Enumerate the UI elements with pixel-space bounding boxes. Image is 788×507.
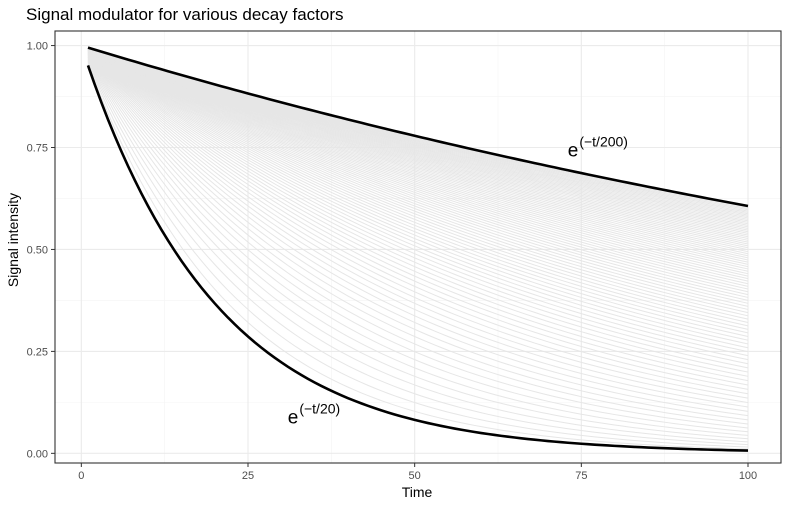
grid-minor: [55, 31, 781, 463]
decay-curve-tau-114: [87, 48, 749, 285]
decay-curve-tau-90: [87, 49, 749, 320]
decay-curve-tau-120: [87, 48, 749, 277]
decay-curve-tau-74: [87, 50, 749, 349]
decay-curve-tau-118: [87, 48, 749, 280]
decay-curve-tau-60: [87, 51, 749, 377]
decay-curve-tau-30: [87, 58, 749, 440]
decay-curve-tau-38: [87, 55, 749, 425]
decay-curve-tau-104: [87, 49, 749, 298]
decay-curve-tau-140: [87, 48, 749, 255]
chart-title: Signal modulator for various decay facto…: [26, 5, 344, 24]
decay-curve-tau-134: [87, 48, 749, 261]
decay-curve-tau-142: [87, 47, 749, 253]
decay-curve-tau-26: [87, 60, 749, 446]
decay-curve-tau-82: [87, 50, 749, 334]
decay-curve-tau-150: [87, 47, 749, 245]
decay-curve-tau-148: [87, 47, 749, 247]
y-tick-label: 1.00: [27, 41, 48, 53]
decay-curve-tau-152: [87, 47, 749, 243]
decay-curve-tau-64: [87, 51, 749, 369]
y-tick-label: 0.25: [27, 346, 48, 358]
decay-curve-tau-78: [87, 50, 749, 341]
decay-curve-tau-88: [87, 49, 749, 323]
y-tick-label: 0.50: [27, 244, 48, 256]
decay-curve-tau-108: [87, 48, 749, 293]
decay-curve-tau-128: [87, 48, 749, 268]
decay-curve-tau-86: [87, 49, 749, 327]
decay-curve-tau-102: [87, 49, 749, 301]
decay-curve-tau-144: [87, 47, 749, 251]
x-tick-label: 100: [739, 470, 757, 482]
decay-curve-tau-50: [87, 53, 749, 399]
decay-curve-tau-36: [87, 56, 749, 429]
decay-curve-tau-34: [87, 57, 749, 433]
decay-curve-tau-70: [87, 50, 749, 357]
decay-curve-tau-136: [87, 48, 749, 259]
decay-curve-tau-22: [87, 63, 749, 450]
panel-border: [54, 30, 782, 464]
highlight-curves: [86, 46, 749, 452]
decay-curve-tau-84: [87, 49, 749, 330]
decay-curve-tau-54: [87, 52, 749, 390]
decay-curve-tau-32: [87, 57, 749, 436]
decay-curve-tau-154: [87, 47, 749, 241]
annotation-exponent: (−t/200): [579, 134, 628, 150]
decay-curve-tau-72: [87, 50, 749, 353]
annotation-base: e: [288, 408, 299, 429]
x-tick-label: 25: [242, 470, 254, 482]
decay-curve-tau-46: [87, 54, 749, 408]
decay-curve-tau-132: [87, 48, 749, 263]
decay-curve-tau-98: [87, 49, 749, 307]
decay-curve-tau-96: [87, 49, 749, 310]
decay-curve-tau-100: [87, 49, 749, 304]
decay-curve-tau-58: [87, 52, 749, 382]
y-tick-label: 0.75: [27, 143, 48, 155]
decay-curve-tau-56: [87, 52, 749, 386]
decay-curve-tau-76: [87, 50, 749, 345]
y-axis-ticks: 0.00 0.25 0.50 0.75 1.00: [27, 41, 55, 460]
decay-curve-tau-40: [87, 55, 749, 421]
annotation: e (−t/200): [568, 134, 628, 162]
decay-curve-tau-80: [87, 50, 749, 337]
decay-curve-tau-42: [87, 54, 749, 417]
decay-curve-tau-122: [87, 48, 749, 275]
decay-curve-tau-94: [87, 49, 749, 314]
x-tick-label: 0: [78, 470, 84, 482]
decay-curves: [87, 47, 749, 450]
decay-curve-tau-138: [87, 48, 749, 257]
decay-curve-tau-112: [87, 48, 749, 287]
decay-curve-tau-44: [87, 54, 749, 412]
decay-curve-tau-66: [87, 51, 749, 365]
decay-curve-tau-200: [87, 46, 749, 208]
y-tick-label: 0.00: [27, 448, 48, 460]
decay-curve-tau-68: [87, 51, 749, 361]
annotation: e (−t/20): [288, 401, 340, 429]
decay-curve-tau-130: [87, 48, 749, 265]
decay-curve-tau-124: [87, 48, 749, 272]
annotation-exponent: (−t/20): [299, 401, 340, 417]
decay-curve-tau-146: [87, 47, 749, 249]
decay-curve-tau-92: [87, 49, 749, 317]
decay-curve-tau-110: [87, 48, 749, 290]
decay-curve-tau-24: [87, 62, 749, 448]
decay-curve-tau-126: [87, 48, 749, 270]
x-axis-ticks: 0 25 50 75 100: [78, 463, 757, 482]
x-axis-title: Time: [402, 484, 433, 500]
y-axis-title: Signal intensity: [5, 193, 21, 287]
decay-curve-tau-62: [87, 51, 749, 373]
annotation-base: e: [568, 141, 579, 162]
decay-curve-tau-28: [87, 59, 749, 443]
decay-curve-tau-20: [86, 65, 749, 452]
annotations: e (−t/200)e (−t/20): [288, 134, 628, 429]
x-tick-label: 50: [409, 470, 421, 482]
decay-curve-tau-116: [87, 48, 749, 282]
x-tick-label: 75: [575, 470, 587, 482]
decay-curve-tau-52: [87, 52, 749, 395]
decay-curve-tau-48: [87, 53, 749, 404]
decay-curve-tau-106: [87, 48, 749, 296]
